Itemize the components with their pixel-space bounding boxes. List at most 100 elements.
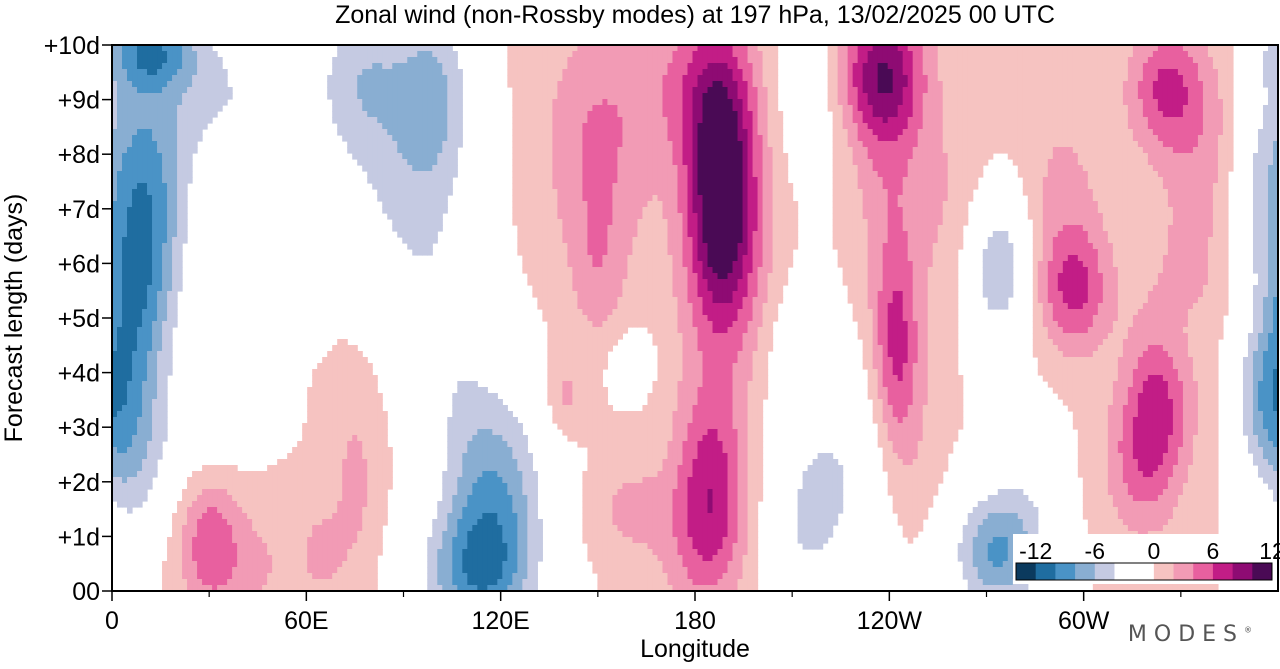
contour-cell [922,159,929,166]
contour-cell [1062,63,1069,70]
contour-cell [122,99,128,106]
contour-cell [342,129,348,136]
contour-cell [1127,201,1134,208]
contour-cell [197,51,203,58]
contour-cell [1187,87,1194,94]
contour-cell [1147,105,1154,112]
contour-cell [1052,183,1059,190]
contour-cell [562,75,568,82]
contour-cell [757,69,764,76]
contour-cell [1217,147,1224,154]
contour-cell [347,57,353,64]
contour-cell [392,105,398,112]
contour-cell [1152,183,1159,190]
contour-cell [587,117,594,124]
contour-cell [532,171,538,178]
contour-cell [657,207,664,214]
contour-cell [1002,57,1009,64]
contour-cell [687,183,694,190]
contour-cell [332,111,338,118]
contour-cell [392,183,398,190]
contour-cell [377,141,383,148]
contour-cell [562,171,568,178]
contour-cell [1262,129,1269,136]
contour-cell [917,69,924,76]
contour-cell [637,171,644,178]
contour-cell [692,99,699,106]
contour-cell [362,99,368,106]
contour-cell [382,57,388,64]
contour-cell [562,159,568,166]
contour-cell [617,183,624,190]
contour-cell [427,147,433,154]
contour-cell [542,135,548,142]
contour-cell [962,177,969,184]
contour-cell [417,195,423,202]
contour-cell [752,189,759,196]
contour-cell [187,105,193,112]
contour-cell [857,105,864,112]
contour-cell [832,159,839,166]
contour-cell [1127,57,1134,64]
contour-cell [572,207,578,214]
contour-cell [752,45,759,52]
contour-cell [1177,45,1184,52]
contour-cell [1212,51,1219,58]
contour-cell [622,57,629,64]
contour-cell [617,69,624,76]
contour-cell [1077,165,1084,172]
contour-cell [847,63,854,70]
contour-cell [907,147,914,154]
contour-cell [982,117,989,124]
contour-cell [657,105,664,112]
contour-cell [1082,207,1089,214]
contour-cell [127,123,133,130]
contour-cell [512,159,518,166]
contour-cell [452,117,458,124]
contour-cell [532,99,538,106]
contour-cell [672,153,679,160]
contour-cell [387,165,393,172]
contour-cell [842,57,849,64]
contour-cell [1092,117,1099,124]
contour-cell [547,171,553,178]
contour-cell [1102,183,1109,190]
contour-cell [1187,63,1194,70]
contour-cell [897,75,904,82]
contour-cell [387,135,393,142]
contour-cell [1162,57,1169,64]
contour-cell [712,81,719,88]
contour-cell [417,111,423,118]
contour-cell [952,57,959,64]
contour-cell [537,135,543,142]
contour-cell [1132,63,1139,70]
contour-cell [397,183,403,190]
contour-cell [1227,87,1234,94]
contour-cell [747,99,754,106]
contour-cell [1097,195,1104,202]
contour-cell [197,81,203,88]
contour-cell [582,207,588,214]
contour-cell [387,159,393,166]
contour-cell [867,99,874,106]
contour-cell [837,69,844,76]
contour-cell [572,171,578,178]
contour-cell [557,159,563,166]
contour-cell [372,87,378,94]
contour-cell [217,81,223,88]
contour-cell [717,99,724,106]
contour-cell [747,171,754,178]
contour-cell [412,81,418,88]
contour-cell [192,147,198,154]
contour-cell [537,165,543,172]
contour-cell [557,123,563,130]
contour-cell [977,171,984,178]
contour-cell [882,171,889,178]
contour-cell [647,171,654,178]
contour-cell [1052,75,1059,82]
contour-cell [182,117,188,124]
contour-cell [197,129,203,136]
contour-cell [667,171,674,178]
contour-cell [757,93,764,100]
contour-cell [357,93,363,100]
